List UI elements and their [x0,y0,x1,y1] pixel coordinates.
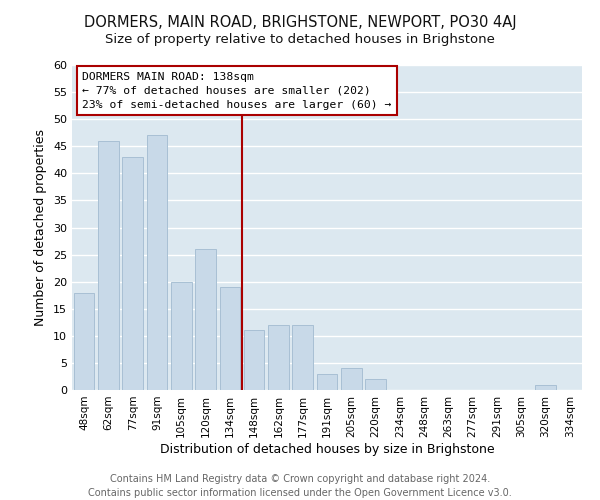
Bar [195,249,216,390]
Bar [535,384,556,390]
Bar [220,287,240,390]
Bar [365,379,386,390]
Text: DORMERS MAIN ROAD: 138sqm
← 77% of detached houses are smaller (202)
23% of semi: DORMERS MAIN ROAD: 138sqm ← 77% of detac… [82,72,392,110]
Bar [74,292,94,390]
X-axis label: Distribution of detached houses by size in Brighstone: Distribution of detached houses by size … [160,442,494,456]
Bar [244,330,265,390]
Text: Contains HM Land Registry data © Crown copyright and database right 2024.
Contai: Contains HM Land Registry data © Crown c… [88,474,512,498]
Bar [146,136,167,390]
Bar [268,325,289,390]
Bar [98,141,119,390]
Bar [341,368,362,390]
Text: DORMERS, MAIN ROAD, BRIGHSTONE, NEWPORT, PO30 4AJ: DORMERS, MAIN ROAD, BRIGHSTONE, NEWPORT,… [83,15,517,30]
Bar [171,282,191,390]
Text: Size of property relative to detached houses in Brighstone: Size of property relative to detached ho… [105,32,495,46]
Y-axis label: Number of detached properties: Number of detached properties [34,129,47,326]
Bar [292,325,313,390]
Bar [317,374,337,390]
Bar [122,157,143,390]
